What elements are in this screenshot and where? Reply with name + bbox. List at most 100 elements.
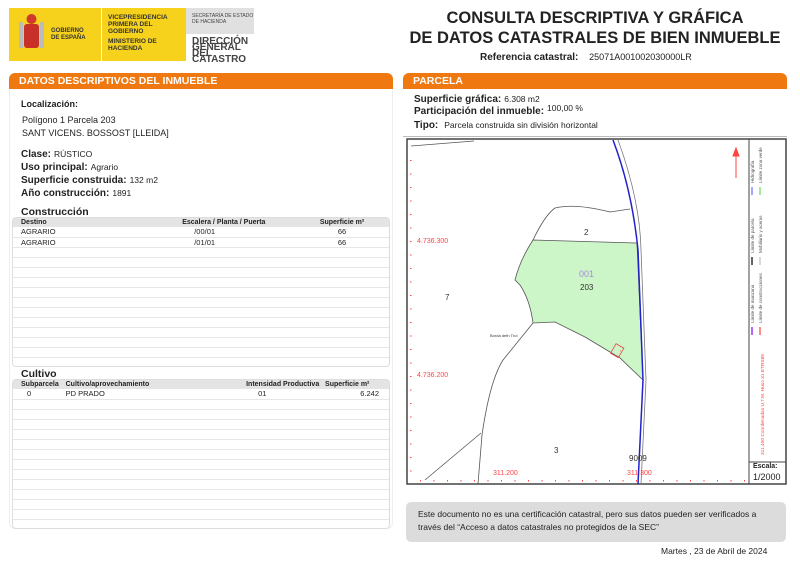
cell-cultivo: PD PRADO <box>65 389 105 399</box>
cell-destino: AGRARIO <box>21 227 56 237</box>
grid-tick <box>410 295 412 296</box>
building-outline <box>609 343 625 359</box>
col-superficie: Superficie m² <box>325 381 370 388</box>
legend-coordinates: 311.400 Coordenadas U.T.M. Huso 31 ETRS8… <box>760 354 766 455</box>
grid-tick <box>410 430 412 431</box>
legend-item: Hidrografía <box>750 160 755 183</box>
table-row-empty <box>13 277 389 287</box>
building-label: I <box>620 349 621 353</box>
col-intensidad: Intensidad Productiva <box>246 381 320 388</box>
cell-superficie: 6.242 <box>360 389 379 399</box>
grid-tick <box>528 480 529 482</box>
grid-tick <box>410 241 412 242</box>
cultivo-table: Subparcela Cultivo/aprovechamiento Intensi… <box>12 379 390 529</box>
table-row-empty <box>13 327 389 337</box>
table-row-empty <box>13 499 389 509</box>
table-row-empty <box>13 419 389 429</box>
grid-tick <box>582 480 583 482</box>
superficie-grafica-label: Superficie gráfica: <box>414 94 502 105</box>
parcel-boundary <box>424 432 482 481</box>
label-subparcel-001: 001 <box>579 269 594 279</box>
grid-tick <box>744 480 745 482</box>
table-row-empty <box>13 489 389 499</box>
grid-tick <box>410 200 412 202</box>
superficie-grafica-value: 6.308 m2 <box>504 94 540 104</box>
grid-tick <box>676 480 678 482</box>
localizacion-line2: SANT VICENS. BOSSOST [LLEIDA] <box>22 128 169 138</box>
grid-tick <box>410 254 412 256</box>
grid-tick <box>410 268 412 269</box>
label-parcel-203: 203 <box>580 283 594 292</box>
grid-tick <box>460 480 462 482</box>
parcel-3-boundary <box>477 322 534 485</box>
map-coord-x1: 311.200 <box>493 470 518 477</box>
construccion-title: Construcción <box>21 206 89 218</box>
label-parcel-2: 2 <box>584 228 589 237</box>
grid-tick <box>410 403 412 404</box>
table-row-empty <box>13 347 389 357</box>
scale-value: 1/2000 <box>753 472 781 482</box>
svg-text:DE ESPAÑA: DE ESPAÑA <box>51 34 86 41</box>
parcel-203-polygon <box>514 239 644 381</box>
map-frame <box>406 138 787 485</box>
col-subparcela: Subparcela <box>21 381 59 388</box>
document-date: Martes , 23 de Abril de 2024 <box>661 546 768 556</box>
title-line2: DE DATOS CATASTRALES DE BIEN INMUEBLE <box>409 29 781 47</box>
table-row-empty <box>13 479 389 489</box>
cell-superficie: 66 <box>337 237 347 247</box>
cell-escalera: /00/01 <box>194 227 216 237</box>
north-arrow-icon <box>732 146 740 178</box>
grid-tick <box>410 349 412 350</box>
legend-item: Límite de construcciones <box>758 272 763 323</box>
participacion-value: 100,00 % <box>547 103 583 113</box>
ano-label: Año construcción: <box>21 188 110 199</box>
col-cultivo: Cultivo/aprovechamiento <box>65 381 150 388</box>
table-row: AGRARIO/01/01 66 <box>13 237 389 247</box>
ano-value: 1891 <box>112 188 132 198</box>
grid-tick <box>541 480 543 482</box>
title-line1: CONSULTA DESCRIPTIVA Y GRÁFICA <box>446 9 744 27</box>
grid-tick <box>555 480 556 482</box>
grid-tick <box>410 187 412 188</box>
table-row-empty <box>13 317 389 327</box>
table-row-empty <box>13 439 389 449</box>
government-logo: GOBIERNO DE ESPAÑA VICEPRESIDENCIA PRIMER… <box>9 8 255 65</box>
superficie-construida-label: Superficie construida: <box>21 175 127 186</box>
cell-subparcela: 0 <box>27 389 32 399</box>
clase-label: Clase: <box>21 149 52 160</box>
grid-tick <box>636 480 637 482</box>
localizacion-label: Localización: <box>21 99 79 109</box>
participacion-label: Participación del inmueble: <box>414 106 545 117</box>
section-header-datos: DATOS DESCRIPTIVOS DEL INMUEBLE <box>9 73 393 89</box>
table-row: 0 PD PRADO 01 6.242 <box>13 389 389 399</box>
cell-destino: AGRARIO <box>21 237 56 247</box>
ref-label: Referencia catastral: <box>480 52 579 63</box>
label-borda: Borda deth Troí <box>490 333 518 338</box>
table-row-empty <box>13 449 389 459</box>
table-row-empty <box>13 509 389 519</box>
table-row-empty <box>13 469 389 479</box>
map-coord-x2: 311.300 <box>627 470 652 477</box>
grid-tick <box>410 160 412 161</box>
superficie-construida-value: 132 m2 <box>129 175 158 185</box>
grid-tick <box>410 376 412 377</box>
grid-tick <box>622 480 624 482</box>
grid-tick <box>474 480 475 482</box>
grid-tick <box>568 480 570 482</box>
grid-tick <box>649 480 651 482</box>
header-text-bold: INMUEBLE <box>162 75 218 87</box>
grid-tick <box>501 480 502 482</box>
grid-tick <box>663 480 664 482</box>
grid-tick <box>410 173 412 175</box>
cell-superficie: 66 <box>337 227 347 237</box>
legend-item: Límite zona verde <box>758 147 763 183</box>
table-row-empty <box>13 287 389 297</box>
table-row-empty <box>13 459 389 469</box>
label-parcel-9009: 9009 <box>629 454 647 463</box>
table-row-empty <box>13 409 389 419</box>
table-row-empty <box>13 257 389 267</box>
section-header-parcela: PARCELA <box>403 73 787 89</box>
col-escalera: Escalera / Planta / Puerta <box>182 219 266 226</box>
svg-text:GOBIERNO: GOBIERNO <box>51 28 84 34</box>
